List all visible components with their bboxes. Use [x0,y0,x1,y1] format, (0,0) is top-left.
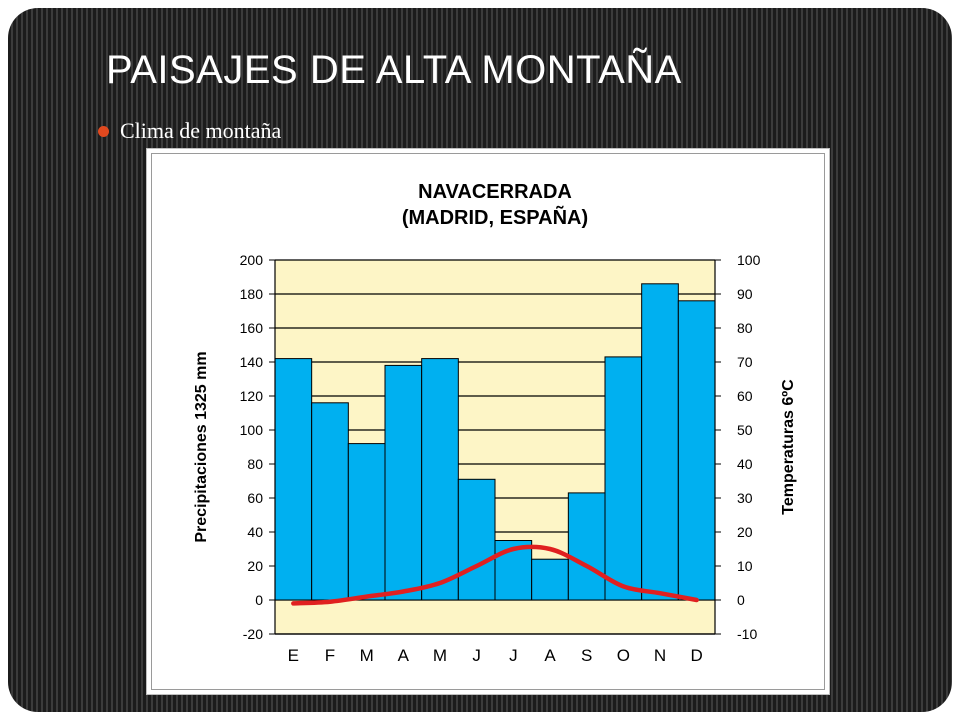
bullet-item: Clima de montaña [98,118,281,144]
chart-frame: NAVACERRADA (MADRID, ESPAÑA) 200 180 160 140 1… [146,148,830,695]
x-tick-label: A [544,646,556,665]
right-tick-label: 80 [737,320,753,336]
left-tick-label: 20 [247,558,263,574]
left-axis-label: Precipitaciones 1325 mm [193,351,210,542]
right-tick-label: -10 [737,626,757,642]
left-tick-label: 200 [240,252,264,268]
right-axis-label: Temperaturas 6ºC [780,379,797,515]
precipitation-bar [677,300,716,601]
right-tick-label: 100 [737,252,761,268]
x-tick-label: A [398,646,410,665]
precipitation-bar [274,358,313,601]
right-tick-label: 60 [737,388,753,404]
left-tick-label: 60 [247,490,263,506]
precipitation-bar [604,356,643,601]
precipitation-bar [641,283,679,601]
temperature-line [291,544,699,606]
left-tick-label: 40 [247,524,263,540]
left-tick-label: 0 [255,592,263,608]
right-tick-label: 0 [737,592,745,608]
x-tick-label: J [509,646,518,665]
left-tick-label: -20 [243,626,263,642]
slide-background: PAISAJES DE ALTA MONTAÑA Clima de montañ… [8,8,952,712]
right-tick-label: 20 [737,524,753,540]
precipitation-bar [494,540,533,601]
chart-title-line2: (MADRID, ESPAÑA) [402,206,588,229]
left-tick-label: 80 [247,456,263,472]
x-tick-label: E [288,646,299,665]
x-tick-label: J [472,646,481,665]
precipitation-bar [531,558,569,601]
precipitation-bar [311,402,349,601]
precipitation-bar [347,443,386,601]
chart-inner-border [151,153,825,690]
precipitation-bar [384,364,423,601]
right-tick-label: 50 [737,422,753,438]
x-tick-label: S [581,646,592,665]
bullet-text: Clima de montaña [120,118,282,143]
x-tick-label: M [360,646,374,665]
x-tick-label: O [617,646,630,665]
right-tick-label: 10 [737,558,753,574]
left-tick-label: 160 [240,320,264,336]
x-tick-label: D [691,646,703,665]
x-tick-label: N [654,646,666,665]
bullet-dot-icon [98,125,109,137]
precipitation-bar [567,492,606,601]
slide-title: PAISAJES DE ALTA MONTAÑA [106,48,682,92]
right-tick-label: 30 [737,490,753,506]
left-tick-label: 100 [240,422,264,438]
climate-chart: NAVACERRADA(MADRID, ESPAÑA)2001801601401… [193,181,797,665]
right-tick-label: 70 [737,354,753,370]
precipitation-bar [421,358,459,601]
x-tick-label: M [433,646,447,665]
precipitation-bar [457,478,496,601]
chart-title-line1: NAVACERRADA [418,181,572,203]
left-tick-label: 180 [240,286,264,302]
right-tick-label: 40 [737,456,753,472]
left-tick-label: 140 [240,354,264,370]
left-tick-label: 120 [240,388,264,404]
right-tick-label: 90 [737,286,753,302]
x-tick-label: F [325,646,335,665]
